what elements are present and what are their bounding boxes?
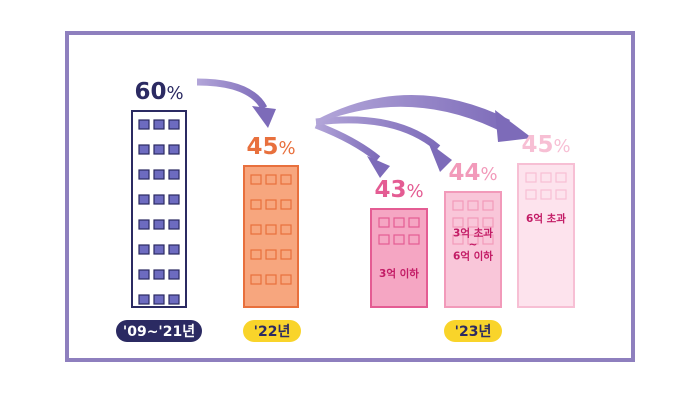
- arrow-icon-head: [252, 106, 276, 128]
- window-icon: [168, 294, 180, 305]
- window-icon: [540, 172, 552, 183]
- value-label: 60%: [134, 79, 183, 105]
- bar-building: [131, 110, 187, 308]
- bar-building: [370, 208, 428, 308]
- value-label: 44%: [448, 160, 497, 186]
- period-badge: '09~'21년: [116, 320, 202, 342]
- period-badge: '22년: [243, 320, 301, 342]
- window-icon: [168, 169, 180, 180]
- window-icon: [467, 217, 479, 228]
- window-icon: [153, 219, 165, 230]
- arrow-icon: [314, 121, 381, 162]
- window-icon: [168, 269, 180, 280]
- window-icon: [280, 199, 292, 210]
- window-icon: [378, 234, 390, 245]
- window-icon: [138, 169, 150, 180]
- window-icon: [265, 274, 277, 285]
- window-icon: [525, 172, 537, 183]
- window-icon: [378, 217, 390, 228]
- window-icon: [138, 194, 150, 205]
- window-icon: [168, 144, 180, 155]
- window-icon: [452, 234, 464, 245]
- window-icon: [250, 199, 262, 210]
- window-icon: [452, 217, 464, 228]
- window-icon: [280, 249, 292, 260]
- window-icon: [250, 174, 262, 185]
- window-icon: [138, 269, 150, 280]
- window-icon: [265, 199, 277, 210]
- period-badge: '23년: [444, 320, 502, 342]
- window-icon: [153, 294, 165, 305]
- arrow-icon: [316, 95, 510, 132]
- window-icon: [153, 244, 165, 255]
- window-icon: [265, 224, 277, 235]
- window-icon: [482, 234, 494, 245]
- window-icon: [153, 119, 165, 130]
- arrow-icon: [315, 116, 441, 151]
- arrow-icon-head: [367, 156, 390, 178]
- bar: [517, 163, 575, 308]
- window-icon: [138, 119, 150, 130]
- arrow-icon-head: [428, 142, 452, 172]
- window-icon: [250, 249, 262, 260]
- window-icon: [265, 249, 277, 260]
- window-icon: [452, 200, 464, 211]
- arrow-icon-head: [495, 110, 532, 142]
- window-icon: [153, 269, 165, 280]
- value-label: 45%: [521, 132, 570, 158]
- window-icon: [280, 174, 292, 185]
- window-icon: [408, 234, 420, 245]
- bar-category-label: 3억 초과 ~6억 이하: [453, 227, 493, 263]
- window-icon: [555, 172, 567, 183]
- value-label: 43%: [374, 177, 423, 203]
- value-label: 45%: [246, 134, 295, 160]
- bar: [243, 165, 299, 308]
- window-icon: [555, 189, 567, 200]
- window-icon: [265, 174, 277, 185]
- window-icon: [408, 217, 420, 228]
- window-icon: [467, 234, 479, 245]
- window-icon: [467, 200, 479, 211]
- window-icon: [482, 200, 494, 211]
- window-icon: [168, 244, 180, 255]
- window-icon: [393, 234, 405, 245]
- window-icon: [280, 224, 292, 235]
- window-icon: [153, 194, 165, 205]
- window-icon: [138, 144, 150, 155]
- window-icon: [153, 144, 165, 155]
- window-icon: [540, 189, 552, 200]
- arrow-icon: [196, 78, 268, 110]
- window-icon: [168, 119, 180, 130]
- window-icon: [250, 224, 262, 235]
- window-icon: [153, 169, 165, 180]
- window-icon: [138, 294, 150, 305]
- window-icon: [393, 217, 405, 228]
- window-icon: [168, 194, 180, 205]
- period-label: '22년: [254, 324, 291, 340]
- bar-category-label: 6억 초과: [526, 212, 566, 225]
- period-label: '09~'21년: [123, 324, 195, 340]
- window-icon: [168, 219, 180, 230]
- window-icon: [138, 219, 150, 230]
- bar-building: [243, 165, 299, 308]
- bar-building: [517, 163, 575, 308]
- period-label: '23년: [455, 324, 492, 340]
- window-icon: [482, 217, 494, 228]
- window-icon: [250, 274, 262, 285]
- window-icon: [525, 189, 537, 200]
- window-icon: [138, 244, 150, 255]
- bar-building: [444, 191, 502, 308]
- bar-category-label: 3억 이하: [379, 267, 419, 280]
- bar: [444, 191, 502, 308]
- window-icon: [280, 274, 292, 285]
